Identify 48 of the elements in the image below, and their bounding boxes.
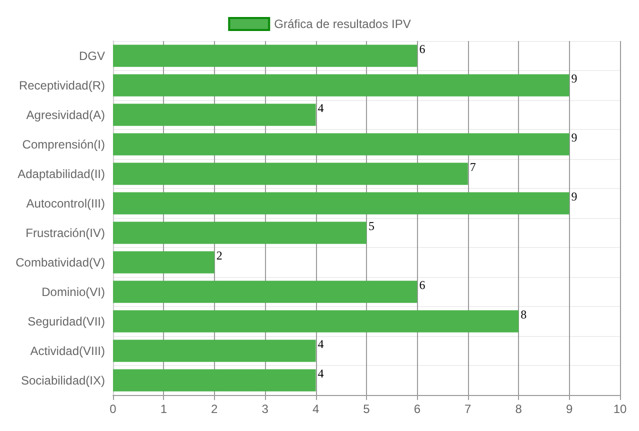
x-tick-label: 2 xyxy=(211,402,218,416)
y-tick-label: DGV xyxy=(78,48,105,63)
bar xyxy=(113,222,366,244)
y-tick-label: Sociabilidad(IX) xyxy=(20,373,105,388)
bar xyxy=(113,251,214,274)
legend-label: Gráfica de resultados IPV xyxy=(274,17,411,31)
data-label: 4 xyxy=(318,100,324,115)
y-tick-label: Actividad(VIII) xyxy=(30,344,105,358)
bar xyxy=(113,104,316,126)
data-label: 8 xyxy=(520,307,527,322)
x-tick-label: 5 xyxy=(363,402,370,416)
data-label: 6 xyxy=(419,42,426,56)
x-tick-label: 8 xyxy=(515,402,522,416)
y-tick-label: Autocontrol(III) xyxy=(26,196,105,210)
data-label: 7 xyxy=(470,160,476,174)
x-tick-label: 0 xyxy=(110,402,117,416)
bar xyxy=(113,369,316,392)
y-tick-label: Comprensión(I) xyxy=(22,137,105,152)
data-label: 4 xyxy=(318,336,324,351)
y-tick-label: Frustración(IV) xyxy=(26,226,105,240)
data-label: 4 xyxy=(318,366,324,380)
bar xyxy=(113,310,519,332)
x-tick-label: 7 xyxy=(464,402,472,416)
bar xyxy=(113,340,316,362)
bar xyxy=(113,192,570,214)
x-tick-label: 3 xyxy=(262,402,269,416)
x-tick-label: 1 xyxy=(160,402,168,416)
y-tick-label: Adaptabilidad(II) xyxy=(18,166,105,181)
bar xyxy=(113,280,418,303)
bar xyxy=(113,74,570,96)
y-tick-label: Agresividad(A) xyxy=(26,108,105,122)
bar xyxy=(113,133,570,156)
data-label: 9 xyxy=(571,189,578,204)
y-tick-label: Seguridad(VII) xyxy=(28,314,105,328)
bar xyxy=(113,44,418,67)
data-label: 5 xyxy=(368,218,374,233)
data-label: 2 xyxy=(216,248,222,262)
data-label: 9 xyxy=(571,71,578,86)
data-label: 9 xyxy=(571,130,578,144)
y-tick-label: Dominio(VI) xyxy=(42,284,105,299)
x-tick-label: 10 xyxy=(613,402,627,416)
y-tick-label: Receptividad(R) xyxy=(18,78,105,92)
y-tick-label: Combatividad(V) xyxy=(16,255,105,270)
x-tick-label: 9 xyxy=(566,402,573,416)
data-label: 6 xyxy=(419,278,426,292)
x-tick-label: 4 xyxy=(312,402,320,416)
bar xyxy=(113,162,468,185)
x-tick-label: 6 xyxy=(414,402,421,416)
